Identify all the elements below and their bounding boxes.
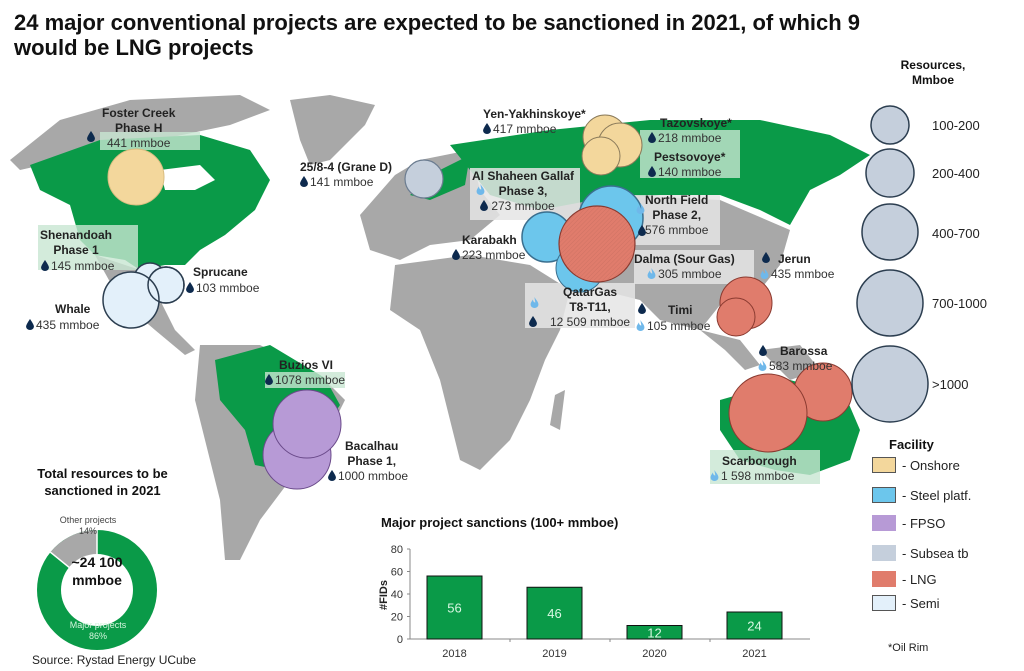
legend-resources-item: 200-400 xyxy=(932,166,980,181)
oil-drop-icon xyxy=(529,316,537,327)
oil-drop-icon xyxy=(328,470,336,481)
gas-flame-icon xyxy=(636,203,645,214)
bar-value-label: 24 xyxy=(747,619,761,634)
label-buzios: Buzios VI 1078 mmboe xyxy=(265,358,345,388)
oil-drop-icon xyxy=(300,176,308,187)
donut-center-total: ~24 100 mmboe xyxy=(71,554,123,588)
oil-drop-icon xyxy=(648,132,656,143)
label-dalma: Dalma (Sour Gas) 305 mmboe xyxy=(634,252,735,281)
legend-resources-item: 400-700 xyxy=(932,226,980,241)
oil-drop-icon xyxy=(26,319,34,330)
donut-other-label: Other projects 14% xyxy=(59,515,117,536)
label-karabakh: Karabakh 223 mmboe xyxy=(452,233,525,263)
footnote-oil-rim: *Oil Rim xyxy=(888,642,929,654)
bar-chart: #FIDs 0 20 40 60 80 56 2018 46 2019 12 2020 24 2021 xyxy=(378,544,810,660)
label-tazovskoye: Tazovskoye* 218 mmboe xyxy=(648,116,732,146)
oil-drop-icon xyxy=(186,282,194,293)
swatch-fpso xyxy=(872,515,896,531)
bar-chart-title: Major project sanctions (100+ mmboe) xyxy=(381,515,619,530)
bar-2018 xyxy=(426,575,483,640)
x-tick-label: 2019 xyxy=(542,648,566,660)
legend-facility-steel: - Steel platf. xyxy=(872,487,971,503)
bar-2019 xyxy=(526,586,583,640)
label-shenandoah: Shenandoah Phase 1 xyxy=(40,228,113,257)
y-tick-label: 0 xyxy=(397,634,403,646)
label-grane-d: 25/8-4 (Grane D) 141 mmboe xyxy=(300,160,393,189)
y-tick-label: 60 xyxy=(391,567,403,579)
swatch-lng xyxy=(872,571,896,587)
label-north-field: North Field Phase 2, 576 mmboe xyxy=(645,193,709,237)
y-axis-label: #FIDs xyxy=(378,580,390,610)
bar-value-label: 56 xyxy=(447,601,461,616)
donut-title: Total resources to be sanctioned in 2021 xyxy=(37,466,168,498)
y-tick-label: 40 xyxy=(391,589,403,601)
source-note: Source: Rystad Energy UCube xyxy=(32,653,197,667)
gas-flame-icon xyxy=(636,320,645,331)
label-jerun: Jerun 435 mmboe xyxy=(760,252,834,282)
bar-value-label: 46 xyxy=(547,606,561,621)
x-tick-label: 2021 xyxy=(742,648,766,660)
label-barossa: Barossa 583 mmboe xyxy=(758,344,832,374)
label-shenandoah-value: 145 mmboe xyxy=(41,259,114,274)
legend-facility-title: Facility xyxy=(889,437,934,452)
y-tick-label: 20 xyxy=(391,612,403,624)
gas-flame-icon xyxy=(530,297,539,308)
bar-2020 xyxy=(626,625,683,640)
chart-title: 24 major conventional projects are expec… xyxy=(14,10,861,60)
oil-drop-icon xyxy=(648,166,656,177)
oil-drop-icon xyxy=(483,123,491,134)
swatch-onshore xyxy=(872,457,896,473)
legend-facility-lng: - LNG xyxy=(872,571,937,587)
oil-drop-icon xyxy=(87,131,95,142)
bar-2021 xyxy=(726,611,783,640)
legend-resources-item: 100-200 xyxy=(932,118,980,133)
gas-flame-icon xyxy=(476,184,485,195)
label-bacalhau: Bacalhau Phase 1, xyxy=(345,439,399,468)
x-tick-label: 2018 xyxy=(442,648,466,660)
legend-facility-semi: - Semi xyxy=(872,595,940,611)
label-timi: Timi xyxy=(668,303,693,317)
legend-facility-onshore: - Onshore xyxy=(872,457,960,473)
bar-value-label: 12 xyxy=(647,625,661,640)
label-sprucane-value: 103 mmboe xyxy=(186,281,259,296)
oil-drop-icon xyxy=(759,345,767,356)
greenland xyxy=(290,95,375,165)
legend-resources-title: Resources, Mmboe xyxy=(900,58,966,87)
swatch-semi xyxy=(872,595,896,611)
legend-resources-item: >1000 xyxy=(932,377,969,392)
oil-drop-icon xyxy=(762,252,770,263)
swatch-subsea-tb xyxy=(872,545,896,561)
label-qatargas: QatarGas T8-T11, 12 509 mmboe xyxy=(550,285,631,329)
legend-facility-subsea: - Subsea tb xyxy=(872,545,969,561)
gas-flame-icon xyxy=(647,268,656,279)
label-whale: Whale xyxy=(55,302,91,316)
legend-resources-item: 700-1000 xyxy=(932,296,987,311)
label-al-shaheen: Al Shaheen Gallaf Phase 3, 273 mmboe xyxy=(472,169,575,213)
label-yen-yakhinskoye: Yen-Yakhinskoye* 417 mmboe xyxy=(483,107,586,136)
oil-drop-icon xyxy=(265,374,273,385)
gas-flame-icon xyxy=(760,268,769,279)
label-sprucane: Sprucane xyxy=(193,265,248,279)
oil-drop-icon xyxy=(638,225,646,236)
label-foster-creek: Foster Creek Phase H 441 mmboe xyxy=(102,106,176,150)
label-pestsovoye: Pestsovoye* 140 mmboe xyxy=(648,150,725,180)
donut-chart xyxy=(37,530,157,650)
gas-flame-icon xyxy=(758,360,767,371)
oil-drop-icon xyxy=(452,249,460,260)
label-bacalhau-value: 1000 mmboe xyxy=(328,469,408,484)
gas-flame-icon xyxy=(710,470,719,481)
x-tick-label: 2020 xyxy=(642,648,666,660)
label-whale-value: 435 mmboe xyxy=(26,318,99,333)
legend-facility-fpso: - FPSO xyxy=(872,515,945,531)
donut-major-label: Major projects 86% xyxy=(69,620,127,641)
label-scarborough: Scarborough 1 598 mmboe xyxy=(710,454,797,484)
swatch-steel-platf xyxy=(872,487,896,503)
oil-drop-icon xyxy=(638,303,646,314)
label-timi-value: 105 mmboe xyxy=(636,319,710,334)
oil-drop-icon xyxy=(41,260,49,271)
y-tick-label: 80 xyxy=(391,544,403,556)
oil-drop-icon xyxy=(480,200,488,211)
